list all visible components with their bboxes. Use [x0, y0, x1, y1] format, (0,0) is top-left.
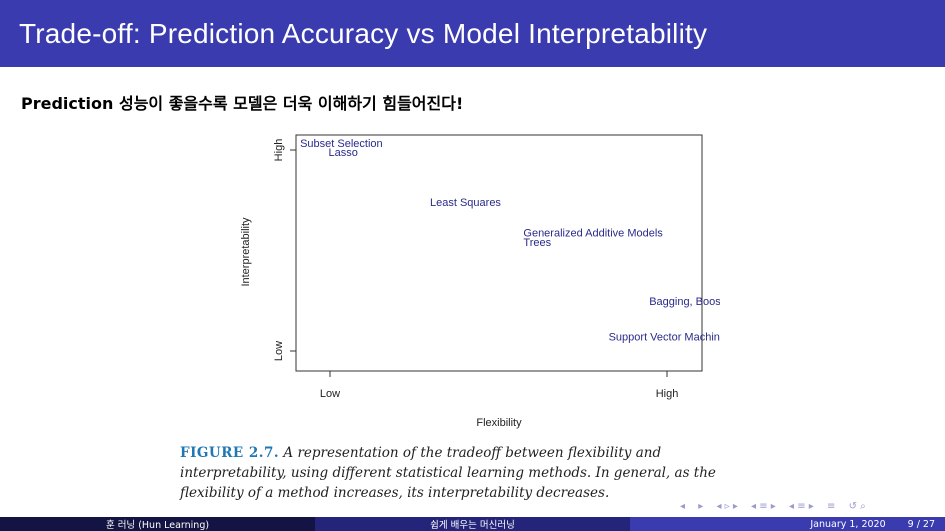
footer-course: 쉽게 배우는 머신러닝	[315, 517, 630, 531]
nav-search-icon[interactable]: ↺ ⌕	[848, 501, 866, 512]
footer-date-page: January 1, 2020 9 / 27	[630, 517, 945, 531]
tradeoff-plot: High Low Low High Interpretability Flexi…	[240, 134, 720, 429]
slide-subtitle: Prediction 성능이 좋을수록 모델은 더욱 이해하기 힘들어진다!	[21, 94, 464, 113]
nav-prev-frame-icon[interactable]: ◂	[680, 501, 686, 512]
plot-frame	[295, 134, 703, 372]
y-tick-label-high: High	[273, 139, 285, 162]
figure-caption: FIGURE 2.7. A representation of the trad…	[180, 443, 770, 503]
method-label: Generalized Additive Models	[523, 228, 663, 240]
method-label: Least Squares	[430, 197, 501, 209]
beamer-navigation[interactable]: ◂ ▸ ◂ ▹ ▸ ◂ ≡ ▸ ◂ ≡ ▸ ≡ ↺ ⌕	[680, 501, 945, 515]
footer-date: January 1, 2020	[810, 518, 886, 530]
method-label: Support Vector Machines	[609, 331, 720, 343]
nav-document-icon[interactable]: ◂ ≡ ▸	[789, 501, 814, 512]
slide-header: Trade-off: Prediction Accuracy vs Model …	[0, 0, 945, 67]
footer-author-text: 훈 러닝 (Hun Learning)	[105, 520, 210, 531]
slide-title: Trade-off: Prediction Accuracy vs Model …	[19, 18, 708, 49]
y-tick-label-low: Low	[273, 341, 285, 361]
method-label: Lasso	[329, 147, 358, 159]
caption-label: FIGURE 2.7.	[180, 445, 280, 461]
nav-section-icon[interactable]: ◂ ≡ ▸	[751, 501, 776, 512]
x-axis-label: Flexibility	[476, 417, 522, 429]
footer-author: 훈 러닝 (Hun Learning)	[0, 517, 315, 531]
method-label: Bagging, Boosting	[649, 296, 720, 308]
method-label: Trees	[523, 237, 551, 249]
footer-course-text: 쉽게 배우는 머신러닝	[430, 520, 515, 531]
x-tick-label-high: High	[656, 388, 679, 400]
nav-subsection-icon[interactable]: ◂ ▹ ▸	[716, 501, 738, 512]
footer-page-number: 9 / 27	[907, 518, 935, 530]
nav-menu-icon[interactable]: ≡	[826, 501, 836, 512]
slide-footer: 훈 러닝 (Hun Learning) 쉽게 배우는 머신러닝 January …	[0, 517, 945, 531]
tradeoff-figure: High Low Low High Interpretability Flexi…	[230, 130, 720, 435]
caption-text: A representation of the tradeoff between…	[180, 445, 716, 501]
x-tick-label-low: Low	[320, 388, 340, 400]
y-axis-label: Interpretability	[240, 217, 252, 287]
method-label: Subset Selection	[300, 138, 383, 150]
nav-next-frame-icon[interactable]: ▸	[698, 501, 704, 512]
